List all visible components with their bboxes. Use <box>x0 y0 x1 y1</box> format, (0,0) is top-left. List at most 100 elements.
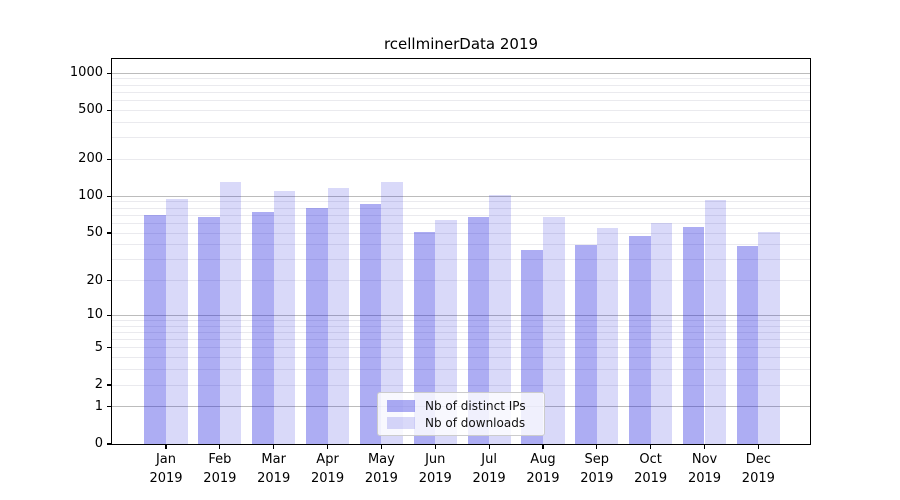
x-tick-label-year: 2019 <box>149 471 183 486</box>
bar-downloads-feb <box>219 182 242 444</box>
x-tick-label: Jan 2019 <box>137 450 195 488</box>
minor-gridline <box>112 84 810 86</box>
bar-distinct-ips-sep <box>575 244 597 444</box>
chart-title: rcellminerData 2019 <box>383 35 539 53</box>
x-tick-label: Jun 2019 <box>406 450 464 488</box>
y-tick-label: 1 <box>94 398 103 414</box>
legend-swatch-distinct-ips <box>387 399 415 412</box>
x-tick-label: Sep 2019 <box>568 450 626 488</box>
minor-gridline <box>112 347 810 349</box>
x-tick-label-month: Dec <box>745 452 771 467</box>
bar-distinct-ips-nov <box>682 227 705 444</box>
x-tick-label: Apr 2019 <box>299 450 357 488</box>
x-tick-label: Mar 2019 <box>245 450 303 488</box>
x-tick-label-month: Aug <box>530 452 556 467</box>
x-tick-label: Jul 2019 <box>460 450 518 488</box>
minor-gridline <box>112 331 810 333</box>
minor-gridline <box>112 384 810 386</box>
y-tick-label: 50 <box>86 225 103 241</box>
major-gridline <box>112 314 810 316</box>
bar-downloads-mar <box>273 190 296 444</box>
x-tick-label-year: 2019 <box>634 471 668 486</box>
x-tick-label-year: 2019 <box>418 471 452 486</box>
bar-downloads-jun <box>435 220 457 444</box>
minor-gridline <box>112 207 810 209</box>
y-tick-label: 2 <box>94 377 103 393</box>
y-tick-label: 0 <box>94 436 103 451</box>
x-tick-label-year: 2019 <box>311 471 345 486</box>
legend-label-downloads: Nb of downloads <box>425 415 526 430</box>
major-gridline <box>112 195 810 197</box>
minor-gridline <box>112 78 810 80</box>
x-tick-label-year: 2019 <box>203 471 237 486</box>
bar-downloads-jan <box>166 198 188 444</box>
major-gridline <box>112 72 810 74</box>
bar-downloads-nov <box>704 200 727 444</box>
y-tick-label: 20 <box>86 272 103 288</box>
x-tick-label-year: 2019 <box>526 471 560 486</box>
x-tick-label-month: Feb <box>208 452 232 467</box>
y-tick-label: 100 <box>78 188 103 204</box>
legend: Nb of distinct IPs Nb of downloads <box>377 392 545 436</box>
bar-downloads-jul <box>489 195 511 444</box>
minor-gridline <box>112 244 810 246</box>
x-tick-label-year: 2019 <box>580 471 614 486</box>
x-tick-label-month: Sep <box>584 452 610 467</box>
legend-swatch-downloads <box>387 416 415 429</box>
bar-downloads-may <box>381 182 403 444</box>
bar-distinct-ips-jan <box>144 215 166 444</box>
minor-gridline <box>112 339 810 341</box>
minor-gridline <box>112 121 810 123</box>
x-tick-label-month: Oct <box>639 452 662 467</box>
minor-gridline <box>112 100 810 102</box>
y-tick-label: 200 <box>78 151 103 167</box>
minor-gridline <box>112 158 810 160</box>
x-tick-label-year: 2019 <box>257 471 291 486</box>
x-tick-label: Dec 2019 <box>729 450 787 488</box>
x-tick-label-month: Jan <box>155 452 177 467</box>
x-tick-label: Oct 2019 <box>622 450 680 488</box>
x-tick-label-month: Jun <box>425 452 446 467</box>
legend-label-distinct-ips: Nb of distinct IPs <box>425 398 526 413</box>
minor-gridline <box>112 214 810 216</box>
minor-gridline <box>112 222 810 224</box>
y-tick-label: 1000 <box>69 65 103 81</box>
bar-distinct-ips-mar <box>252 212 274 444</box>
bar-downloads-aug <box>542 216 565 444</box>
bar-downloads-dec <box>758 231 780 444</box>
bar-distinct-ips-oct <box>629 236 651 444</box>
minor-gridline <box>112 109 810 111</box>
x-tick-label: Feb 2019 <box>191 450 249 488</box>
plot-area: Nb of distinct IPs Nb of downloads <box>111 58 811 445</box>
bar-distinct-ips-feb <box>198 216 220 444</box>
bar-downloads-sep <box>596 228 619 444</box>
bar-downloads-apr <box>327 188 350 444</box>
bar-distinct-ips-apr <box>305 207 328 444</box>
x-tick-label-year: 2019 <box>364 471 398 486</box>
x-tick-label-month: Mar <box>261 452 286 467</box>
minor-gridline <box>112 91 810 93</box>
minor-gridline <box>112 280 810 282</box>
x-tick-label: Aug 2019 <box>514 450 572 488</box>
bar-distinct-ips-may <box>359 204 382 444</box>
y-tick-label: 10 <box>86 307 103 323</box>
bar-distinct-ips-jun <box>413 231 436 444</box>
legend-item-downloads: Nb of downloads <box>387 414 535 431</box>
minor-gridline <box>112 369 810 371</box>
x-tick-label-month: Nov <box>691 452 718 467</box>
x-tick-label-year: 2019 <box>741 471 775 486</box>
bar-distinct-ips-jul <box>467 216 490 444</box>
x-tick-label-month: May <box>367 452 395 467</box>
bar-downloads-oct <box>650 222 673 444</box>
minor-gridline <box>112 325 810 327</box>
x-tick-label-year: 2019 <box>472 471 506 486</box>
x-tick-label: Nov 2019 <box>676 450 734 488</box>
x-tick-label-month: Jul <box>481 452 497 467</box>
y-tick-label: 5 <box>94 339 103 355</box>
minor-gridline <box>112 357 810 359</box>
minor-gridline <box>112 137 810 139</box>
x-tick-label: May 2019 <box>352 450 410 488</box>
minor-gridline <box>112 319 810 321</box>
minor-gridline <box>112 232 810 234</box>
